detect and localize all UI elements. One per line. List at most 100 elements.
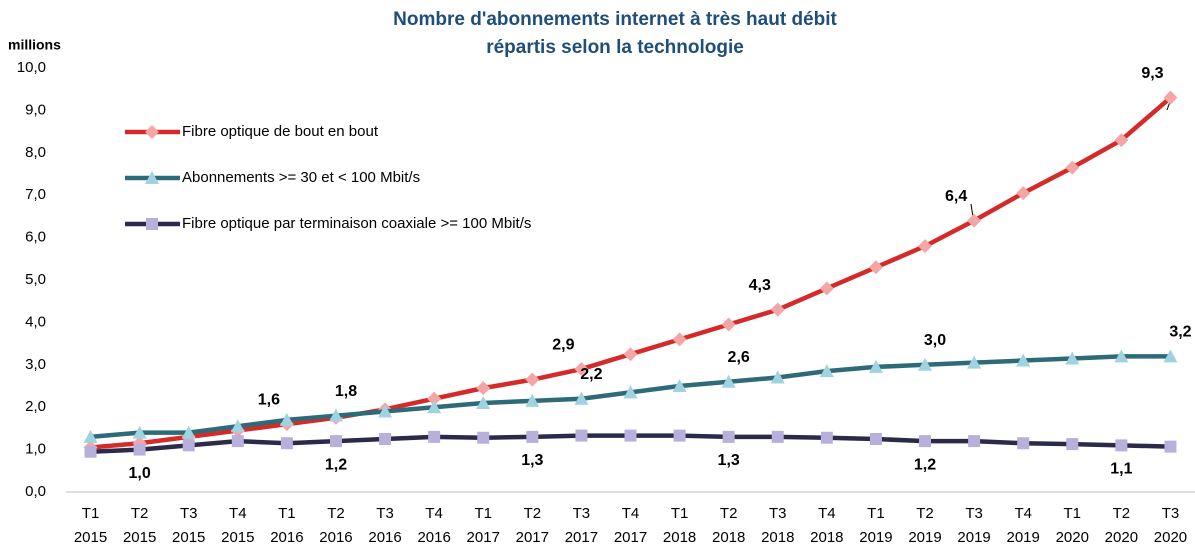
- data-label: 2,6: [728, 349, 750, 366]
- marker: [967, 213, 982, 228]
- marker: [721, 374, 736, 388]
- x-tick-label: 2018: [712, 529, 745, 546]
- x-tick-label: T3: [965, 505, 983, 522]
- x-tick-label: 2016: [417, 529, 450, 546]
- marker: [181, 425, 196, 439]
- data-label: 2,2: [580, 366, 602, 383]
- marker: [574, 391, 589, 405]
- marker: [820, 431, 833, 444]
- marker: [525, 393, 540, 407]
- data-label: 3,0: [924, 332, 946, 349]
- x-tick-label: T2: [327, 505, 345, 522]
- x-tick-label: 2015: [123, 529, 156, 546]
- x-tick-label: 2017: [516, 529, 549, 546]
- x-tick-label: 2020: [1105, 529, 1138, 546]
- marker: [145, 171, 159, 184]
- marker: [280, 437, 293, 450]
- x-tick-label: T1: [278, 505, 296, 522]
- marker: [1065, 160, 1080, 175]
- marker: [819, 281, 834, 296]
- data-label: 1,3: [718, 452, 740, 469]
- x-tick-label: 2018: [663, 529, 696, 546]
- y-tick-label: 8,0: [25, 144, 46, 161]
- x-tick-label: 2019: [908, 529, 941, 546]
- data-label: 1,2: [325, 456, 347, 473]
- legend-label: Abonnements >= 30 et < 100 Mbit/s: [182, 169, 420, 186]
- x-tick-label: T1: [671, 505, 689, 522]
- marker: [919, 435, 932, 448]
- data-label: 9,3: [1141, 65, 1163, 82]
- x-tick-label: 2020: [1056, 529, 1089, 546]
- marker: [428, 430, 441, 443]
- x-tick-label: T2: [916, 505, 934, 522]
- marker: [231, 435, 244, 448]
- marker: [771, 430, 784, 443]
- x-tick-label: T4: [229, 505, 247, 522]
- x-tick-label: T4: [425, 505, 443, 522]
- x-tick-label: 2017: [614, 529, 647, 546]
- x-tick-label: 2016: [319, 529, 352, 546]
- x-tick-label: T2: [131, 505, 149, 522]
- marker: [279, 412, 294, 426]
- marker: [477, 431, 490, 444]
- marker: [133, 443, 146, 456]
- x-tick-label: T4: [1014, 505, 1032, 522]
- marker: [623, 385, 638, 399]
- marker: [575, 429, 588, 442]
- x-tick-label: T3: [769, 505, 787, 522]
- y-tick-label: 7,0: [25, 186, 46, 203]
- x-tick-label: T2: [1113, 505, 1131, 522]
- marker: [1017, 437, 1030, 450]
- marker: [819, 364, 834, 378]
- marker: [1065, 351, 1080, 365]
- marker: [770, 302, 785, 317]
- marker: [132, 425, 147, 439]
- data-label: 1,3: [521, 452, 543, 469]
- x-tick-label: T1: [1064, 505, 1082, 522]
- y-tick-label: 9,0: [25, 101, 46, 118]
- marker: [525, 372, 540, 387]
- y-tick-label: 10,0: [17, 59, 46, 76]
- x-tick-label: 2016: [368, 529, 401, 546]
- x-tick-label: 2015: [172, 529, 205, 546]
- chart-title: répartis selon la technologie: [486, 37, 744, 58]
- y-tick-label: 6,0: [25, 229, 46, 246]
- legend-label: Fibre optique de bout en bout: [182, 123, 379, 140]
- marker: [869, 433, 882, 445]
- marker: [1115, 439, 1128, 452]
- marker: [1016, 353, 1031, 367]
- marker: [427, 400, 442, 414]
- chart-title: Nombre d'abonnements internet à très hau…: [393, 9, 837, 30]
- marker: [146, 218, 158, 230]
- y-tick-label: 5,0: [25, 271, 46, 288]
- x-tick-label: 2016: [270, 529, 303, 546]
- x-tick-label: 2018: [810, 529, 843, 546]
- data-label: 1,8: [335, 383, 357, 400]
- marker: [476, 381, 491, 396]
- legend-label: Fibre optique par terminaison coaxiale >…: [182, 215, 531, 232]
- marker: [770, 370, 785, 384]
- x-tick-label: 2018: [761, 529, 794, 546]
- data-label: 3,2: [1169, 324, 1191, 341]
- marker: [1163, 90, 1178, 105]
- x-tick-label: 2015: [74, 529, 107, 546]
- marker: [526, 430, 539, 443]
- marker: [1114, 349, 1129, 363]
- data-label: 1,6: [258, 391, 280, 408]
- marker: [868, 359, 883, 373]
- x-tick-label: T1: [82, 505, 100, 522]
- leader-line: [970, 203, 974, 218]
- marker: [624, 429, 637, 442]
- marker: [427, 391, 442, 406]
- x-tick-label: 2019: [1007, 529, 1040, 546]
- x-tick-label: T2: [720, 505, 738, 522]
- marker: [722, 430, 735, 443]
- marker: [918, 239, 933, 254]
- marker: [673, 429, 686, 442]
- data-label: 1,0: [129, 465, 151, 482]
- marker: [230, 419, 245, 433]
- marker: [868, 260, 883, 275]
- marker: [672, 332, 687, 347]
- data-label: 1,1: [1110, 461, 1132, 478]
- x-tick-label: 2017: [467, 529, 500, 546]
